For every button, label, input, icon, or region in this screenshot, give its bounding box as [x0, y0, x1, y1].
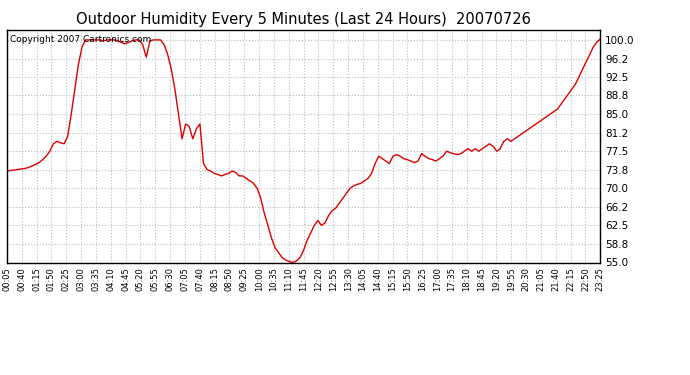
- Text: Copyright 2007 Cartronics.com: Copyright 2007 Cartronics.com: [10, 34, 151, 44]
- Title: Outdoor Humidity Every 5 Minutes (Last 24 Hours)  20070726: Outdoor Humidity Every 5 Minutes (Last 2…: [76, 12, 531, 27]
